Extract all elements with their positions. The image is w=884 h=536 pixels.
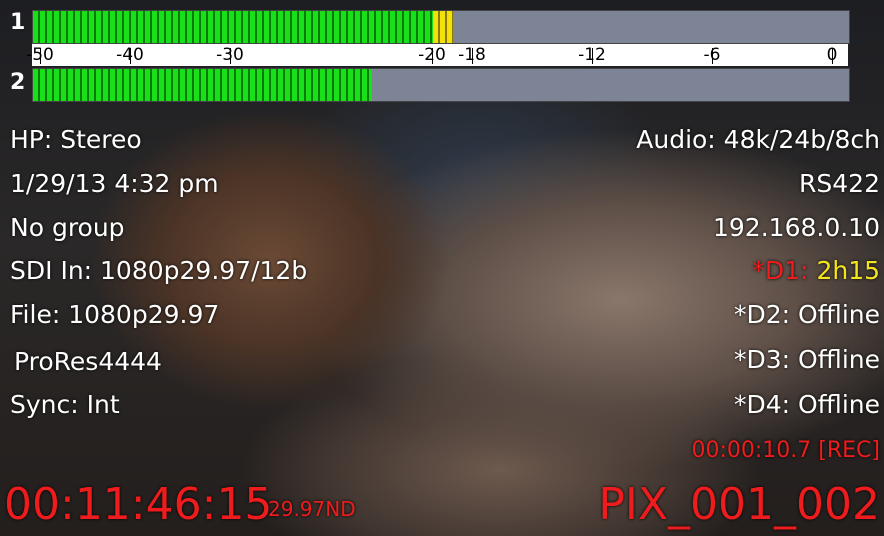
- drive-label: *D1:: [752, 256, 808, 285]
- frame-rate: 29.97ND: [268, 494, 356, 524]
- drive-status: *D3: Offline: [734, 345, 880, 375]
- meter-track: [32, 68, 850, 102]
- info-line: ProRes4444: [14, 347, 162, 377]
- drive-status: *D4: Offline: [734, 390, 880, 420]
- info-line: No group: [10, 213, 125, 243]
- record-time: 00:00:10.7 [REC]: [691, 436, 880, 466]
- scale-label: -12: [578, 44, 606, 66]
- scale-label: -18: [458, 44, 486, 66]
- drive-remaining: 2h15: [816, 256, 880, 285]
- info-line: HP: Stereo: [10, 125, 142, 155]
- scale-label: -40: [116, 44, 144, 66]
- meter-peak-zone: [433, 11, 453, 43]
- channel-label: 2: [10, 70, 25, 95]
- info-line: 1/29/13 4:32 pm: [10, 169, 219, 199]
- meter-level: [33, 11, 453, 43]
- audio-format: Audio: 48k/24b/8ch: [636, 125, 880, 155]
- meter-track: [32, 10, 850, 44]
- scale-label: -6: [704, 44, 721, 66]
- info-line: Sync: Int: [10, 390, 120, 420]
- control-mode: RS422: [799, 169, 880, 199]
- info-line: File: 1080p29.97: [10, 300, 219, 330]
- info-line: SDI In: 1080p29.97/12b: [10, 256, 307, 286]
- clip-name: PIX_001_002: [598, 478, 880, 532]
- recorder-screen: 1 2 HP: Stereo 1/29/13 4:32 pm No group …: [0, 0, 884, 536]
- meter-level: [33, 69, 372, 101]
- drive-status: *D2: Offline: [734, 300, 880, 330]
- scale-label: -30: [216, 44, 244, 66]
- scale-label: -50: [26, 44, 54, 66]
- scale-label: -20: [418, 44, 446, 66]
- ip-address: 192.168.0.10: [713, 213, 880, 243]
- scale-label: 0: [827, 44, 838, 66]
- drive-status: *D1: 2h15: [752, 256, 880, 286]
- channel-label: 1: [10, 10, 25, 35]
- timecode: 00:11:46:15: [4, 478, 272, 532]
